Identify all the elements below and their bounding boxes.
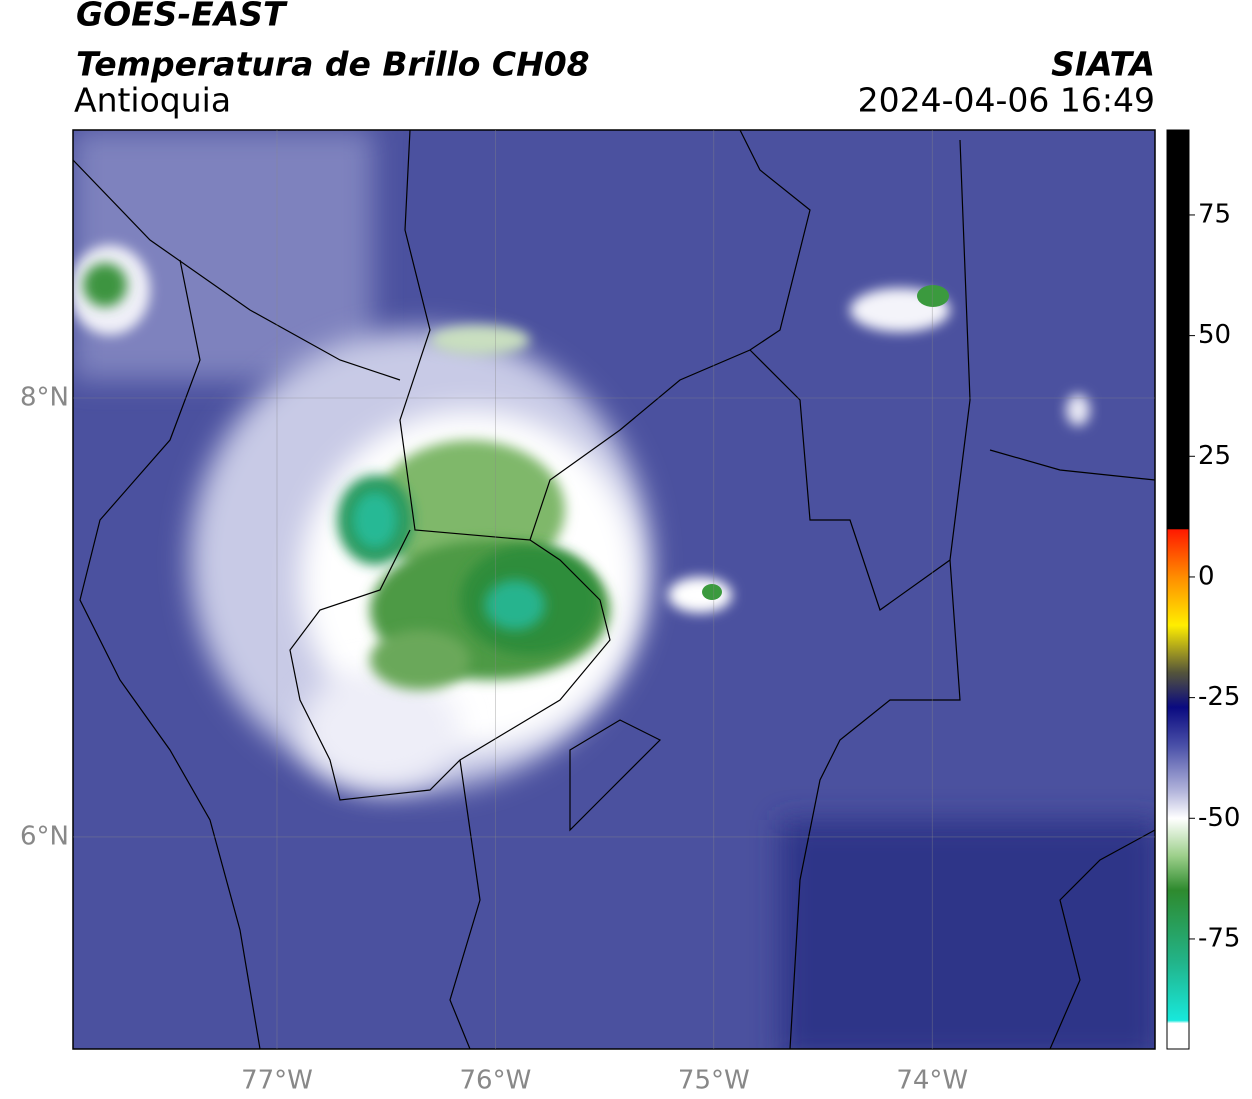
colorbar-tick-label: 75	[1198, 199, 1231, 229]
title: GOES-EAST	[76, 0, 288, 34]
colorbar-tick-label: 50	[1198, 320, 1231, 350]
colorbar-tick-label: -75	[1198, 923, 1240, 953]
y-tick-label: 8°N	[20, 382, 69, 412]
colorbar-tick-label: 0	[1198, 561, 1215, 591]
x-tick-label: 75°W	[678, 1066, 750, 1096]
region: Antioquia	[74, 81, 231, 120]
colorbar	[1166, 129, 1190, 1050]
x-tick-label: 77°W	[241, 1066, 313, 1096]
y-tick-label: 6°N	[20, 821, 69, 851]
satellite-image	[73, 130, 1155, 1049]
x-tick-label: 76°W	[460, 1066, 532, 1096]
x-tick-label: 74°W	[896, 1066, 968, 1096]
colorbar-tick-label: -25	[1198, 682, 1240, 712]
datetime: 2024-04-06 16:49	[858, 81, 1155, 120]
colorbar-tick-label: -50	[1198, 803, 1240, 833]
subtitle: Temperatura de Brillo CH08	[76, 45, 590, 84]
colorbar-tick-label: 25	[1198, 441, 1231, 471]
map-frame	[72, 129, 1156, 1050]
source: SIATA	[1051, 45, 1155, 84]
